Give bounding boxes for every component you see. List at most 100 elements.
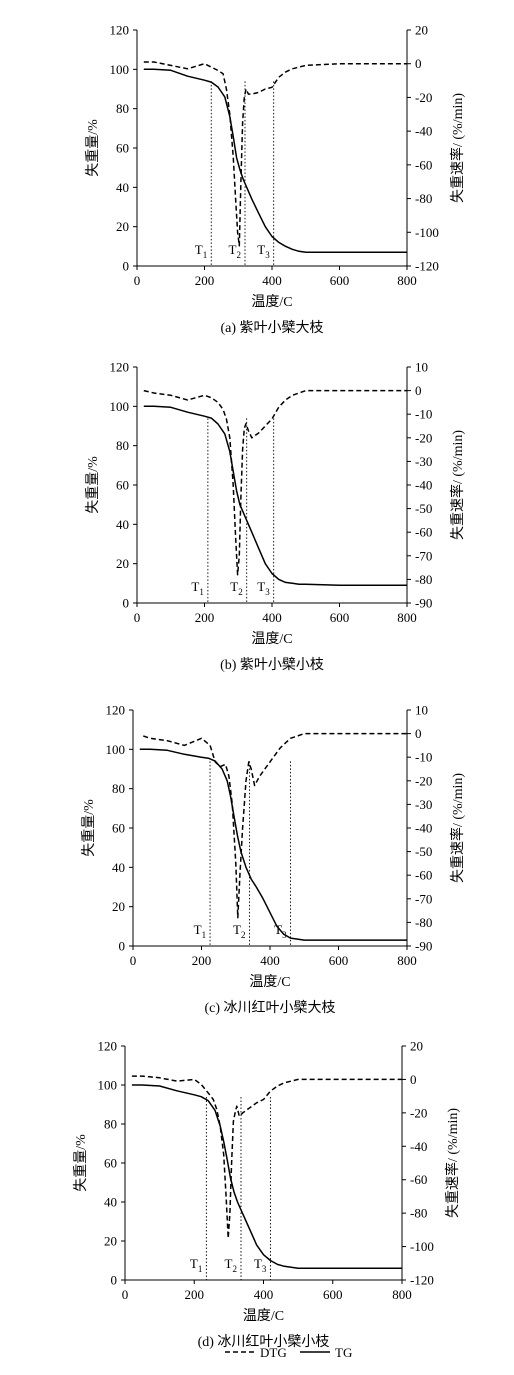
y-left-tick-label: 100 [110,399,130,414]
y-right-tick-label: -80 [410,1206,427,1221]
y-right-tick-label: -60 [410,1172,427,1187]
chart-1: 0 200 400 600 800020406080100120-120-100-80-… [85,23,466,337]
x-label: 温度/C [251,631,292,647]
y-left-tick-label: 60 [104,1156,117,1171]
x-tick-label: 600 [323,1287,343,1302]
y-right-tick-label: 20 [415,23,428,38]
t-marker-label: T2 [229,242,241,260]
y-left-tick-label: 120 [110,360,130,375]
y-right-tick-label: 0 [415,726,422,741]
t-marker-label: T2 [225,1256,237,1274]
t-marker-label: T3 [254,1256,267,1274]
x-tick-label: 0 [134,610,141,625]
x-tick-label: 800 [397,953,417,968]
tg-curve [143,405,407,587]
y-left-tick-label: 100 [106,742,126,757]
t-marker-label: T1 [190,1256,202,1274]
y-left-tick-label: 60 [116,141,129,156]
y-right-tick-label: -20 [410,1105,427,1120]
x-tick-label: 200 [185,1287,205,1302]
dtg-curve [143,61,407,247]
y-right-tick-label: -30 [415,454,432,469]
x-tick-label: 400 [262,610,282,625]
x-label: 温度/C [249,974,290,990]
y-right-tick-label: -100 [410,1239,434,1254]
y-left-tick-label: 40 [116,517,129,532]
t-marker-label: T2 [233,922,245,940]
chart-caption: (c) 冰川红叶小檗大枝 [204,1000,335,1016]
y-left-tick-label: 0 [123,596,130,611]
y-left-tick-label: 0 [123,259,130,274]
y-left-tick-label: 100 [98,1078,118,1093]
y-right-tick-label: -60 [415,157,432,172]
y-right-label: 失重速率/ (%/min) [444,1108,461,1218]
t-marker-label: T3 [257,579,270,597]
y-right-tick-label: 0 [415,56,422,71]
y-right-tick-label: -90 [415,939,432,954]
x-tick-label: 600 [330,273,350,288]
x-tick-label: 200 [195,273,215,288]
y-left-tick-label: 120 [98,1039,118,1054]
x-tick-label: 600 [330,610,350,625]
y-right-tick-label: -40 [415,478,432,493]
y-right-tick-label: -120 [415,259,439,274]
y-left-tick-label: 60 [112,821,125,836]
y-right-tick-label: 0 [410,1072,417,1087]
y-left-tick-label: 60 [116,478,129,493]
y-right-tick-label: -20 [415,773,432,788]
y-left-tick-label: 80 [116,101,129,116]
legend-tg-label: TG [335,1345,352,1360]
y-right-tick-label: -60 [415,525,432,540]
y-right-tick-label: -70 [415,548,432,563]
dtg-curve [131,1075,402,1239]
t-marker-label: T1 [195,242,207,260]
chart-2: 0 200 400 600 800020406080100120-90-80-70-60… [85,360,466,674]
y-right-tick-label: -120 [410,1273,434,1288]
y-right-tick-label: 0 [415,383,422,398]
chart-caption: (a) 紫叶小檗大枝 [220,320,323,336]
y-right-tick-label: -10 [415,750,432,765]
y-left-tick-label: 120 [110,23,130,38]
y-right-tick-label: 10 [415,360,428,375]
y-left-tick-label: 20 [104,1234,117,1249]
y-right-tick-label: -40 [410,1139,427,1154]
chart-caption: (d) 冰川红叶小檗小枝 [198,1334,330,1350]
x-tick-label: 800 [397,610,417,625]
x-tick-label: 200 [195,610,215,625]
x-tick-label: 200 [192,953,212,968]
x-label: 温度/C [251,294,292,310]
y-left-tick-label: 100 [110,62,130,77]
x-tick-label: 600 [329,953,349,968]
y-right-label: 失重速率/ (%/min) [449,93,466,203]
chart-3: 0 200 400 600 800020406080100120-90-80-70-60… [81,703,466,1017]
y-left-tick-label: 0 [111,1273,118,1288]
x-tick-label: 400 [254,1287,274,1302]
y-right-tick-label: -20 [415,430,432,445]
t-marker-label: T3 [257,242,270,260]
t-marker-label: T1 [191,579,203,597]
legend: DTG TG [225,1345,352,1360]
y-left-tick-label: 0 [119,939,126,954]
y-right-tick-label: -70 [415,891,432,906]
charts: 0 200 400 600 800020406080100120-120-100-80-… [73,23,466,1351]
y-left-label: 失重量/% [81,799,97,857]
x-tick-label: 0 [130,953,137,968]
y-left-label: 失重量/% [73,1134,89,1192]
t-marker-label: T1 [194,922,206,940]
x-tick-label: 800 [392,1287,412,1302]
y-left-tick-label: 20 [112,899,125,914]
x-tick-label: 400 [262,273,282,288]
chart-caption: (b) 紫叶小檗小枝 [220,657,324,673]
y-right-tick-label: -60 [415,868,432,883]
x-label: 温度/C [243,1308,284,1324]
y-right-tick-label: -80 [415,191,432,206]
y-left-tick-label: 40 [112,860,125,875]
dtg-curve [143,732,407,919]
y-left-label: 失重量/% [85,119,101,177]
y-right-tick-label: -80 [415,572,432,587]
x-tick-label: 0 [134,273,141,288]
dtg-curve [143,389,407,576]
tg-curve [131,1084,402,1270]
y-right-tick-label: -40 [415,821,432,836]
